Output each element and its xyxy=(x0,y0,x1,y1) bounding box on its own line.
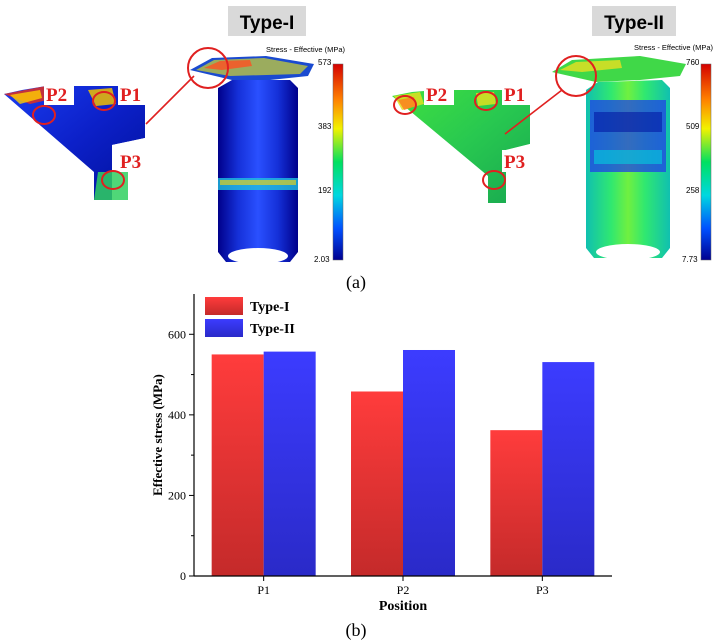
x-axis-label: Position xyxy=(379,599,427,614)
legend-swatch xyxy=(205,319,243,337)
type1-tube-model xyxy=(190,56,314,264)
type1-legend-title: Stress - Effective (MPa) xyxy=(266,45,346,54)
type1-marker-p1 xyxy=(92,91,116,111)
type2-detail-section xyxy=(392,90,530,203)
type2-title: Type-II xyxy=(604,13,664,34)
type2-detail-body xyxy=(392,90,530,203)
type1-label-p2: P2 xyxy=(46,85,67,106)
type1-marker-zoom xyxy=(187,47,229,89)
type2-legend-tick: 760 xyxy=(686,58,700,67)
type2-marker-zoom xyxy=(555,55,597,97)
bars xyxy=(211,349,595,576)
type2-label-p2: P2 xyxy=(426,85,447,106)
x-tick-label: P1 xyxy=(257,583,270,597)
legend-swatch xyxy=(205,297,243,315)
bar-type-i-p3 xyxy=(490,430,543,576)
y-axis-label: Effective stress (MPa) xyxy=(150,374,165,496)
type1-legend-tick: 573 xyxy=(318,58,332,67)
legend-entry: Type-I xyxy=(250,300,289,315)
type2-marker-p3 xyxy=(482,170,506,190)
axes: P1 P2 P3 0 200 400 600 xyxy=(168,294,612,597)
type2-legend-tick: 7.73 xyxy=(682,255,698,264)
legend: Type-I Type-II xyxy=(205,297,295,337)
type2-colorbar xyxy=(700,63,712,261)
bar-type-ii-p1 xyxy=(263,351,316,576)
type1-label-p3: P3 xyxy=(120,152,141,173)
caption-a: (a) xyxy=(346,272,366,293)
type2-marker-p2 xyxy=(393,95,417,115)
type1-legend-tick: 383 xyxy=(318,122,332,131)
type1-marker-p2 xyxy=(32,105,56,125)
type1-panel: Type-I P2 P1 P3 xyxy=(4,6,346,264)
type1-title-box xyxy=(228,6,306,36)
type2-legend-title: Stress - Effective (MPa) xyxy=(634,43,714,52)
type1-marker-p3 xyxy=(101,170,125,190)
type1-label-p1: P1 xyxy=(120,85,141,106)
bar-type-ii-p2 xyxy=(403,349,455,576)
type2-legend-tick: 509 xyxy=(686,122,700,131)
type1-connector-line xyxy=(145,75,195,125)
y-tick-label: 400 xyxy=(168,408,186,422)
type2-panel: Type-II P2 P1 P3 Stress - Effectiv xyxy=(392,6,714,264)
y-tick-label: 600 xyxy=(168,327,186,341)
bar-type-ii-p3 xyxy=(542,362,595,576)
bar-type-i-p1 xyxy=(211,354,264,576)
type1-colorbar xyxy=(332,63,344,261)
type2-connector-line xyxy=(504,89,563,135)
type2-tube-model xyxy=(552,56,686,260)
y-tick-label: 0 xyxy=(180,569,186,583)
bar-type-i-p2 xyxy=(351,391,403,576)
x-tick-label: P3 xyxy=(536,583,549,597)
caption-b: (b) xyxy=(346,620,367,641)
bar-chart: Effective stress (MPa) Position P1 P2 P3 0 2… xyxy=(150,294,612,614)
type1-legend-tick: 192 xyxy=(318,186,332,195)
x-tick-label: P2 xyxy=(397,583,410,597)
type2-legend-tick: 258 xyxy=(686,186,700,195)
type2-label-p3: P3 xyxy=(504,152,525,173)
type2-marker-p1 xyxy=(474,91,498,111)
legend-entry: Type-II xyxy=(250,322,295,337)
type2-label-p1: P1 xyxy=(504,85,525,106)
type1-legend-tick: 2.03 xyxy=(314,255,330,264)
type1-title: Type-I xyxy=(240,13,295,34)
y-tick-label: 200 xyxy=(168,488,186,502)
type2-title-box xyxy=(592,6,676,36)
